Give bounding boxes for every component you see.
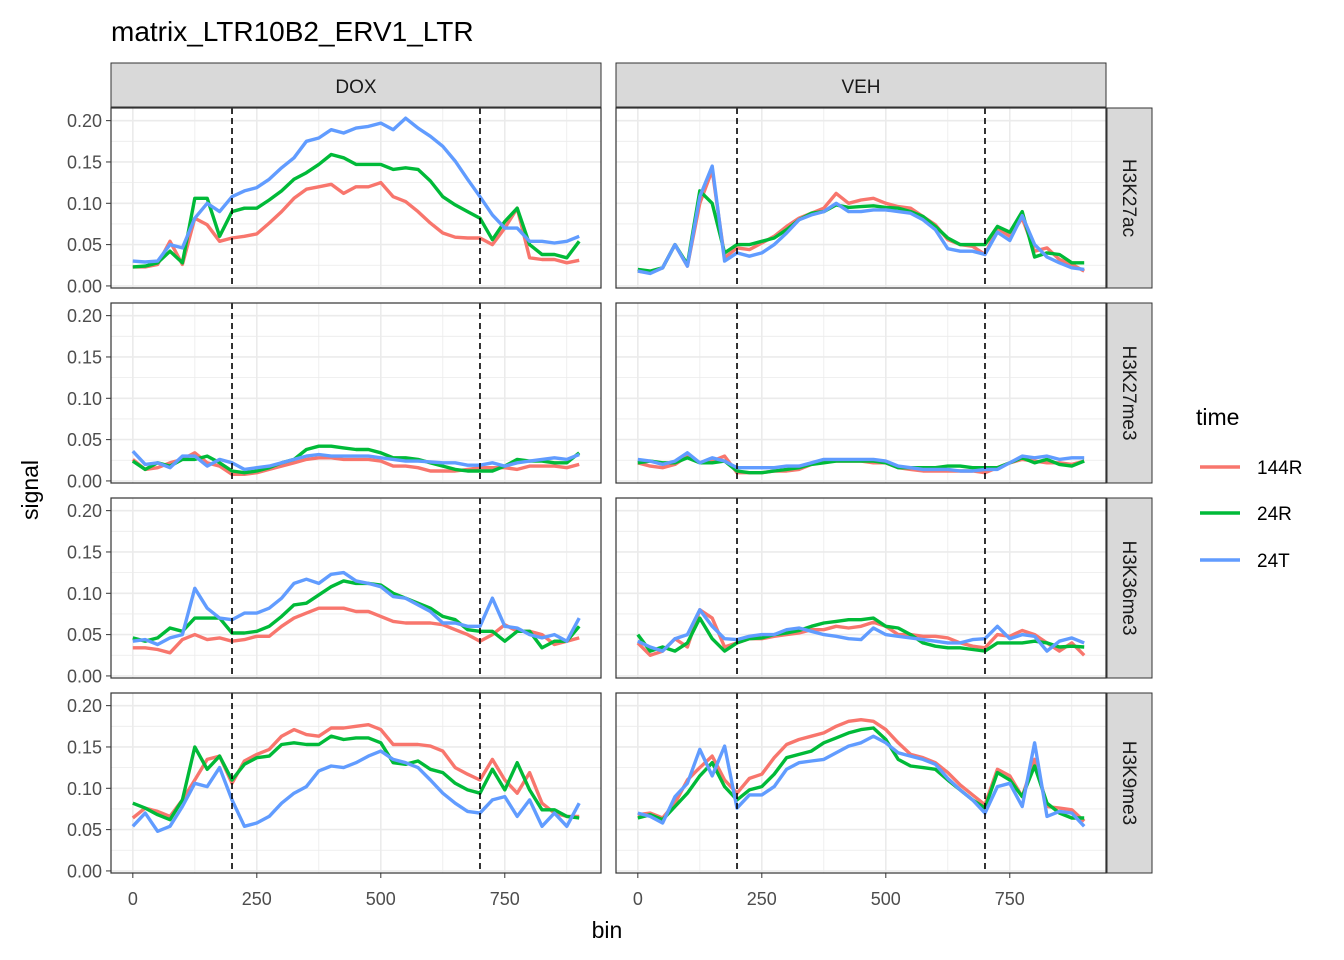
panel-background (111, 108, 601, 288)
legend-label: 24R (1257, 504, 1292, 525)
series-line-144r (131, 723, 580, 820)
panel-background (111, 498, 601, 678)
panel-border (615, 107, 1107, 289)
legend-title: time (1196, 404, 1239, 430)
y-tick-label: 0.20 (67, 111, 102, 131)
panel-border (110, 692, 602, 874)
series-line-24r (637, 726, 1085, 822)
series-line-24r (132, 579, 581, 650)
series-line-144r (637, 718, 1086, 823)
series-line-24t (637, 608, 1085, 653)
chart-title: matrix_LTR10B2_ERV1_LTR (111, 16, 474, 47)
panel-dox-h3k27ac (110, 107, 602, 289)
panel-border (110, 107, 602, 289)
legend: time 144R 24R 24T (1196, 404, 1302, 572)
series-line-24r (132, 734, 580, 822)
series-line-24t (131, 450, 580, 472)
facet-strip-h3k9me3 (1106, 692, 1153, 874)
panel-veh-h3k27me3 (615, 302, 1107, 484)
x-tick-label: 500 (871, 889, 901, 909)
panel-border (615, 692, 1107, 874)
x-tick-label: 0 (633, 889, 643, 909)
y-tick-label: 0.15 (67, 542, 102, 562)
panel-border (615, 302, 1107, 484)
series-line-24t (637, 734, 1086, 828)
facet-strip-h3k27ac (1106, 107, 1153, 289)
y-tick-label: 0.00 (67, 471, 102, 491)
y-axis-title: signal (17, 460, 43, 520)
series-line-24r (637, 189, 1085, 273)
y-tick-label: 0.20 (67, 306, 102, 326)
panel-border (615, 497, 1107, 679)
facet-strip-label: H3K36me3 (1118, 540, 1139, 635)
y-tick-label: 0.15 (67, 347, 102, 367)
panel-veh-h3k9me3 (615, 692, 1107, 874)
x-tick-label: 750 (995, 889, 1025, 909)
y-tick-label: 0.20 (67, 696, 102, 716)
y-tick-label: 0.05 (67, 430, 102, 450)
facet-strip-veh (615, 62, 1107, 108)
series-line-24t (637, 164, 1085, 276)
facet-strip-label: DOX (335, 77, 377, 98)
y-tick-label: 0.10 (67, 584, 102, 604)
y-tick-label: 0.20 (67, 501, 102, 521)
legend-label: 144R (1257, 458, 1302, 479)
y-tick-label: 0.00 (67, 666, 102, 686)
x-tick-label: 500 (366, 889, 396, 909)
facet-strip-label: VEH (841, 77, 880, 98)
panel-dox-h3k27me3 (110, 302, 602, 484)
y-tick-label: 0.05 (67, 820, 102, 840)
x-tick-label: 250 (747, 889, 777, 909)
facet-strip-h3k36me3 (1106, 497, 1153, 679)
x-tick-label: 250 (242, 889, 272, 909)
panel-background (616, 693, 1106, 873)
y-tick-label: 0.05 (67, 235, 102, 255)
y-tick-label: 0.10 (67, 779, 102, 799)
y-tick-label: 0.00 (67, 276, 102, 296)
y-tick-label: 0.10 (67, 389, 102, 409)
facet-strip-dox (110, 62, 602, 108)
panel-border (110, 497, 602, 679)
facet-strip-label: H3K27ac (1118, 159, 1139, 237)
legend-label: 24T (1257, 551, 1290, 572)
facet-strip-label: H3K9me3 (1118, 741, 1139, 826)
panel-background (616, 303, 1106, 483)
facet-strip-label: H3K27me3 (1118, 345, 1139, 440)
x-axis-title: bin (592, 917, 623, 943)
y-tick-label: 0.10 (67, 194, 102, 214)
panel-background (616, 498, 1106, 678)
facet-strip-h3k27me3 (1106, 302, 1153, 484)
panel-veh-h3k36me3 (615, 497, 1107, 679)
y-tick-label: 0.15 (67, 152, 102, 172)
series-line-24r (132, 152, 581, 269)
x-tick-label: 0 (128, 889, 138, 909)
series-line-24t (637, 451, 1085, 473)
series-line-24t (132, 116, 580, 264)
y-tick-label: 0.15 (67, 737, 102, 757)
panel-dox-h3k36me3 (110, 497, 602, 679)
panel-veh-h3k27ac (615, 107, 1107, 289)
y-tick-label: 0.05 (67, 625, 102, 645)
series-line-24t (131, 749, 581, 833)
panel-border (110, 302, 602, 484)
panel-dox-h3k9me3 (110, 692, 602, 874)
series-line-24t (132, 570, 581, 647)
y-tick-label: 0.00 (67, 861, 102, 881)
facet-panels: DOX VEH H3K27ac 0.00 0.05 0.10 0.15 0.20 H3K27me… (67, 62, 1153, 909)
series-line-24r (636, 616, 1085, 653)
x-tick-label: 750 (490, 889, 520, 909)
